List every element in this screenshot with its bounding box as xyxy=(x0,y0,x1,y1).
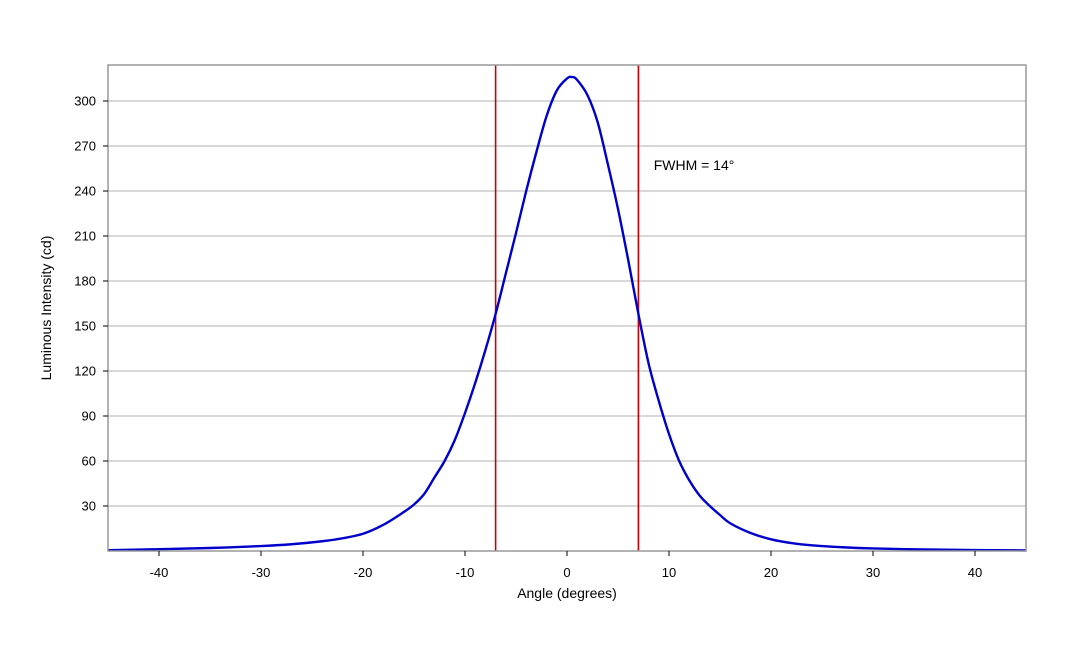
x-tick-label: 40 xyxy=(968,565,982,580)
y-tick-label: 60 xyxy=(82,454,96,469)
y-tick-label: 300 xyxy=(74,94,96,109)
y-tick-label: 210 xyxy=(74,229,96,244)
x-axis-title: Angle (degrees) xyxy=(517,585,617,601)
y-tick-label: 90 xyxy=(82,409,96,424)
x-axis: -40 -30 -20 -10 0 10 20 30 40 xyxy=(150,551,982,580)
x-tick-label: -30 xyxy=(252,565,271,580)
x-tick-label: 20 xyxy=(764,565,778,580)
y-axis: 30 60 90 120 150 180 210 240 270 300 xyxy=(74,94,108,514)
series-layer xyxy=(107,75,1027,552)
x-tick-label: -10 xyxy=(456,565,475,580)
x-tick-label: -20 xyxy=(354,565,373,580)
x-tick-label: -40 xyxy=(150,565,169,580)
fwhm-annotation: FWHM = 14° xyxy=(654,157,735,173)
gridlines xyxy=(108,100,1026,507)
fwhm-markers xyxy=(494,65,640,551)
y-tick-label: 240 xyxy=(74,184,96,199)
annotations: FWHM = 14° xyxy=(654,157,735,173)
y-axis-title: Luminous Intensity (cd) xyxy=(38,236,54,381)
y-tick-label: 30 xyxy=(82,499,96,514)
y-tick-label: 150 xyxy=(74,319,96,334)
y-tick-label: 270 xyxy=(74,139,96,154)
plot-frame xyxy=(107,64,1027,552)
intensity-series-line xyxy=(107,75,1027,552)
x-tick-label: 30 xyxy=(866,565,880,580)
x-tick-label: 10 xyxy=(662,565,676,580)
y-tick-label: 180 xyxy=(74,274,96,289)
y-tick-label: 120 xyxy=(74,364,96,379)
x-tick-label: 0 xyxy=(563,565,570,580)
